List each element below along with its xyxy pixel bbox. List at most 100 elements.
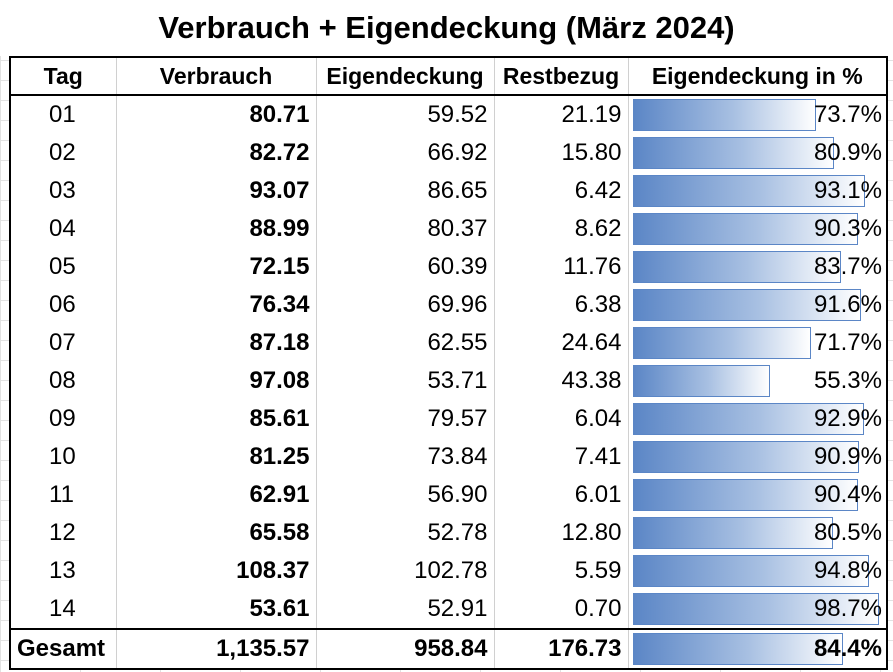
cell-restbezug[interactable]: 12.80 [493,514,629,552]
cell-verbrauch[interactable]: 76.34 [115,286,317,324]
cell-eigendeckung-pct[interactable]: 73.7% [627,95,888,134]
cell-restbezug[interactable]: 43.38 [493,362,629,400]
cell-eigendeckung-pct[interactable]: 83.7% [627,248,888,286]
cell-tag[interactable]: 11 [9,476,117,514]
cell-restbezug[interactable]: 5.59 [493,552,629,590]
pct-value: 94.8% [813,557,882,584]
header-verbrauch[interactable]: Verbrauch [115,56,317,96]
cell-verbrauch[interactable]: 85.61 [115,400,317,438]
cell-eigendeckung[interactable]: 62.55 [315,324,495,362]
cell-verbrauch[interactable]: 53.61 [115,590,317,629]
cell-eigendeckung-pct[interactable]: 55.3% [627,362,888,400]
header-restbezug[interactable]: Restbezug [493,56,629,96]
cell-restbezug[interactable]: 6.42 [493,172,629,210]
cell-verbrauch[interactable]: 82.72 [115,134,317,172]
pct-value: 83.7% [813,253,882,280]
cell-restbezug[interactable]: 8.62 [493,210,629,248]
cell-verbrauch[interactable]: 80.71 [115,95,317,134]
header-eigendeckung[interactable]: Eigendeckung [315,56,495,96]
cell-eigendeckung[interactable]: 102.78 [315,552,495,590]
data-bar [632,175,865,207]
pct-value: 92.9% [813,405,882,432]
cell-eigendeckung[interactable]: 53.71 [315,362,495,400]
table-row: 04 88.99 80.37 8.62 90.3% [9,210,888,248]
cell-eigendeckung[interactable]: 79.57 [315,400,495,438]
cell-eigendeckung-pct[interactable]: 90.4% [627,476,888,514]
cell-tag[interactable]: 09 [9,400,117,438]
cell-eigendeckung-pct[interactable]: 93.1% [627,172,888,210]
cell-verbrauch[interactable]: 65.58 [115,514,317,552]
cell-eigendeckung-pct[interactable]: 71.7% [627,324,888,362]
data-bar [632,593,879,625]
cell-verbrauch[interactable]: 62.91 [115,476,317,514]
cell-eigendeckung[interactable]: 52.78 [315,514,495,552]
pct-value: 80.9% [813,139,882,166]
cell-verbrauch[interactable]: 93.07 [115,172,317,210]
data-bar [632,365,771,397]
cell-restbezug[interactable]: 6.01 [493,476,629,514]
cell-verbrauch[interactable]: 88.99 [115,210,317,248]
cell-restbezug[interactable]: 11.76 [493,248,629,286]
table-row: 06 76.34 69.96 6.38 91.6% [9,286,888,324]
cell-tag[interactable]: 13 [9,552,117,590]
cell-restbezug[interactable]: 0.70 [493,590,629,629]
cell-eigendeckung[interactable]: 59.52 [315,95,495,134]
total-restbezug[interactable]: 176.73 [493,628,629,670]
cell-eigendeckung-pct[interactable]: 98.7% [627,590,888,629]
cell-eigendeckung[interactable]: 80.37 [315,210,495,248]
pct-value: 73.7% [813,101,882,128]
consumption-table: Tag Verbrauch Eigendeckung Restbezug Eig… [9,56,888,670]
cell-verbrauch[interactable]: 87.18 [115,324,317,362]
cell-eigendeckung[interactable]: 56.90 [315,476,495,514]
pct-value: 98.7% [813,595,882,622]
cell-eigendeckung-pct[interactable]: 80.9% [627,134,888,172]
cell-tag[interactable]: 07 [9,324,117,362]
cell-eigendeckung-pct[interactable]: 90.3% [627,210,888,248]
cell-verbrauch[interactable]: 72.15 [115,248,317,286]
cell-tag[interactable]: 05 [9,248,117,286]
cell-verbrauch[interactable]: 81.25 [115,438,317,476]
cell-restbezug[interactable]: 6.38 [493,286,629,324]
cell-restbezug[interactable]: 21.19 [493,95,629,134]
cell-eigendeckung[interactable]: 69.96 [315,286,495,324]
cell-eigendeckung[interactable]: 66.92 [315,134,495,172]
cell-eigendeckung[interactable]: 52.91 [315,590,495,629]
cell-tag[interactable]: 10 [9,438,117,476]
cell-tag[interactable]: 08 [9,362,117,400]
cell-tag[interactable]: 12 [9,514,117,552]
cell-tag[interactable]: 06 [9,286,117,324]
table-row: 05 72.15 60.39 11.76 83.7% [9,248,888,286]
cell-eigendeckung[interactable]: 60.39 [315,248,495,286]
cell-eigendeckung[interactable]: 73.84 [315,438,495,476]
total-eigendeckung[interactable]: 958.84 [315,628,495,670]
header-eigendeckung-pct[interactable]: Eigendeckung in % [627,56,888,96]
pct-value: 80.5% [813,519,882,546]
cell-eigendeckung[interactable]: 86.65 [315,172,495,210]
data-bar [632,327,812,359]
cell-verbrauch[interactable]: 108.37 [115,552,317,590]
cell-restbezug[interactable]: 6.04 [493,400,629,438]
cell-eigendeckung-pct[interactable]: 92.9% [627,400,888,438]
cell-verbrauch[interactable]: 97.08 [115,362,317,400]
cell-restbezug[interactable]: 7.41 [493,438,629,476]
cell-eigendeckung-pct[interactable]: 90.9% [627,438,888,476]
cell-tag[interactable]: 14 [9,590,117,629]
table-body: 01 80.71 59.52 21.19 73.7% 02 82.72 66.92 15.80 8… [9,95,888,629]
cell-eigendeckung-pct[interactable]: 80.5% [627,514,888,552]
data-bar [632,137,835,169]
cell-eigendeckung-pct[interactable]: 91.6% [627,286,888,324]
cell-tag[interactable]: 03 [9,172,117,210]
total-pct-value: 84.4% [813,635,882,662]
cell-restbezug[interactable]: 24.64 [493,324,629,362]
cell-tag[interactable]: 04 [9,210,117,248]
header-row: Tag Verbrauch Eigendeckung Restbezug Eig… [9,56,888,96]
total-pct-cell[interactable]: 84.4% [627,628,888,670]
data-bar [632,479,859,511]
total-label[interactable]: Gesamt [9,628,117,670]
total-verbrauch[interactable]: 1,135.57 [115,628,317,670]
cell-restbezug[interactable]: 15.80 [493,134,629,172]
cell-tag[interactable]: 01 [9,95,117,134]
cell-tag[interactable]: 02 [9,134,117,172]
cell-eigendeckung-pct[interactable]: 94.8% [627,552,888,590]
header-tag[interactable]: Tag [9,56,117,96]
